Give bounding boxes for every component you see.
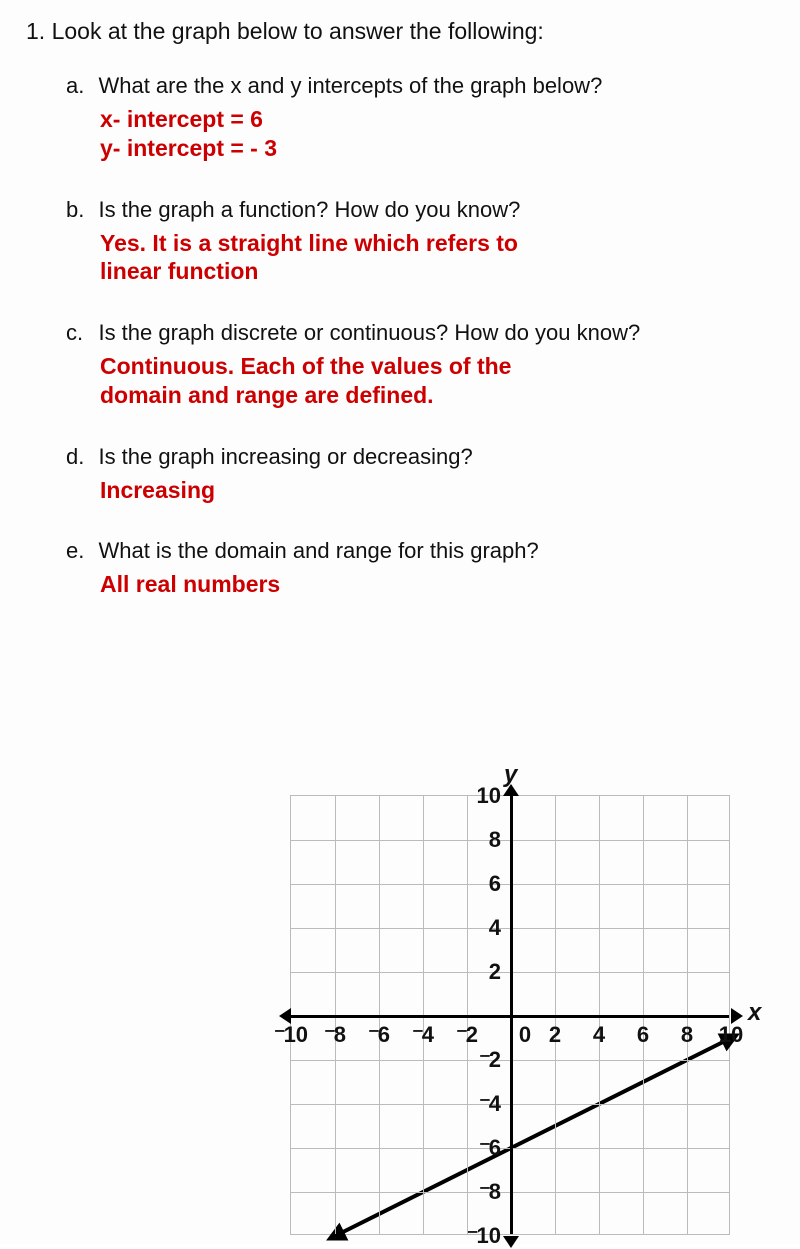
y-tick-label: ⁻2	[479, 1047, 501, 1073]
item-b-answer-line2: linear function	[100, 257, 774, 286]
item-e-label: e.	[66, 538, 94, 564]
item-b: b. Is the graph a function? How do you k…	[66, 197, 774, 287]
x-tick-label: ⁻8	[324, 1022, 346, 1048]
y-tick-label: 4	[489, 915, 501, 941]
x-tick-label: 4	[593, 1022, 605, 1048]
item-b-answer: Yes. It is a straight line which refers …	[100, 229, 774, 287]
item-a-question: What are the x and y intercepts of the g…	[98, 73, 758, 99]
y-tick-label: ⁻4	[479, 1091, 501, 1117]
item-d-label: d.	[66, 444, 94, 470]
item-c-question: Is the graph discrete or continuous? How…	[98, 320, 758, 346]
item-c-answer: Continuous. Each of the values of the do…	[100, 352, 774, 410]
y-tick-label: 10	[477, 783, 501, 809]
item-a-answer-line2: y- intercept = - 3	[100, 134, 774, 163]
item-e: e. What is the domain and range for this…	[66, 538, 774, 599]
item-d-answer: Increasing	[100, 476, 774, 505]
y-tick-label: 8	[489, 827, 501, 853]
item-e-answer: All real numbers	[100, 570, 774, 599]
x-axis-label: x	[748, 999, 761, 1027]
coordinate-graph: y x ⁻10⁻8⁻6⁻4⁻22468100⁻10⁻8⁻6⁻4⁻2246810	[260, 755, 760, 1235]
item-e-answer-line1: All real numbers	[100, 570, 774, 599]
item-a-answer-line1: x- intercept = 6	[100, 105, 774, 134]
y-tick-label: 6	[489, 871, 501, 897]
x-tick-label: ⁻2	[456, 1022, 478, 1048]
item-e-question: What is the domain and range for this gr…	[98, 538, 758, 564]
question-title: 1. Look at the graph below to answer the…	[26, 18, 774, 45]
origin-label: 0	[519, 1022, 531, 1048]
item-b-label: b.	[66, 197, 94, 223]
item-a-answer: x- intercept = 6 y- intercept = - 3	[100, 105, 774, 163]
x-tick-label: ⁻10	[274, 1022, 308, 1048]
item-c-label: c.	[66, 320, 94, 346]
item-d: d. Is the graph increasing or decreasing…	[66, 444, 774, 505]
item-b-question: Is the graph a function? How do you know…	[98, 197, 758, 223]
item-c-answer-line1: Continuous. Each of the values of the	[100, 352, 774, 381]
item-c: c. Is the graph discrete or continuous? …	[66, 320, 774, 410]
x-tick-label: 6	[637, 1022, 649, 1048]
x-tick-label: 2	[549, 1022, 561, 1048]
item-b-answer-line1: Yes. It is a straight line which refers …	[100, 229, 774, 258]
y-tick-label: 2	[489, 959, 501, 985]
item-d-answer-line1: Increasing	[100, 476, 774, 505]
x-tick-label: ⁻4	[412, 1022, 434, 1048]
y-tick-label: ⁻10	[467, 1223, 501, 1249]
y-tick-label: ⁻8	[479, 1179, 501, 1205]
x-tick-label: ⁻6	[368, 1022, 390, 1048]
x-tick-label: 10	[719, 1022, 743, 1048]
x-tick-label: 8	[681, 1022, 693, 1048]
worksheet-page: 1. Look at the graph below to answer the…	[0, 0, 800, 1244]
item-a-label: a.	[66, 73, 94, 99]
item-c-answer-line2: domain and range are defined.	[100, 381, 774, 410]
item-a: a. What are the x and y intercepts of th…	[66, 73, 774, 163]
graph-data-line	[335, 1038, 731, 1236]
graph-grid: ⁻10⁻8⁻6⁻4⁻22468100⁻10⁻8⁻6⁻4⁻2246810	[290, 795, 730, 1235]
y-tick-label: ⁻6	[479, 1135, 501, 1161]
item-d-question: Is the graph increasing or decreasing?	[98, 444, 758, 470]
